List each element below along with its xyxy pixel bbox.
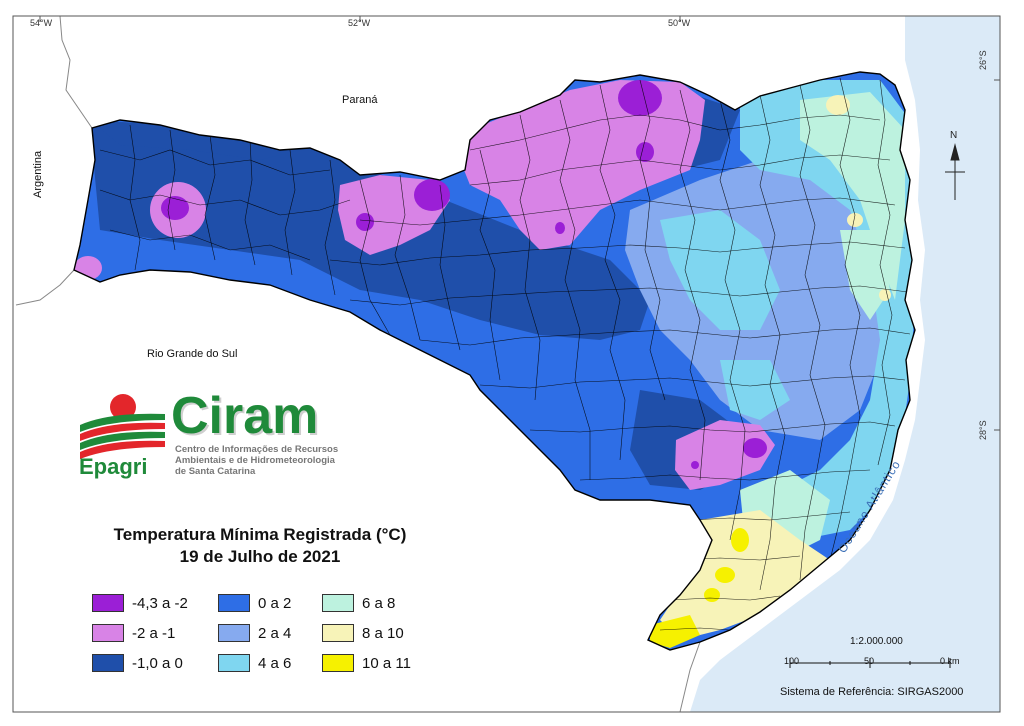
graticule-label-54w: 54°W	[30, 18, 53, 28]
logo-subtitle-line: Centro de Informações de Recursos	[175, 444, 339, 455]
legend-swatch	[92, 624, 124, 642]
legend-swatch	[218, 624, 250, 642]
legend-label: -2 a -1	[132, 624, 176, 642]
scale-bar	[789, 658, 951, 668]
legend-label: 10 a 11	[362, 654, 411, 672]
ciram-logo: Ciram Centro de Informações de Recursos …	[75, 387, 375, 492]
legend-item: 8 a 10	[322, 622, 404, 644]
scale-reference: Sistema de Referência: SIRGAS2000	[780, 686, 964, 698]
state-border-parana	[59, 15, 93, 129]
legend-item: 4 a 6	[218, 652, 291, 674]
label-argentina: Argentina	[32, 150, 44, 198]
map-title: Temperatura Mínima Registrada (°C) 19 de…	[40, 524, 480, 568]
scale-ratio: 1:2.000.000	[850, 636, 903, 647]
scale-tick-label: 0 km	[940, 656, 960, 666]
logo-subtitle-line: Ambientais e de Hidrometeorologia	[175, 455, 335, 466]
graticule-label-52w: 52°W	[348, 18, 371, 28]
santa-catarina-outline	[73, 71, 916, 651]
label-parana: Paraná	[342, 94, 378, 106]
legend-label: -4,3 a -2	[132, 594, 188, 612]
legend-swatch	[322, 624, 354, 642]
legend-label: 6 a 8	[362, 594, 396, 612]
scale-tick-label: 100	[784, 656, 800, 666]
north-arrow-icon	[945, 143, 965, 200]
logo-subtitle-line: de Santa Catarina	[175, 466, 256, 477]
logo-subtitle: Centro de Informações de Recursos Ambien…	[175, 444, 375, 477]
legend-item: 10 a 11	[322, 652, 411, 674]
legend-label: 4 a 6	[258, 654, 292, 672]
legend-label: -1,0 a 0	[132, 654, 183, 672]
north-label: N	[950, 130, 958, 141]
state-border-argentina	[15, 269, 75, 306]
logo-wordmark: Ciram	[171, 387, 319, 445]
legend-item: -1,0 a 0	[92, 652, 183, 674]
map-title-line1: Temperatura Mínima Registrada (°C)	[113, 525, 407, 544]
logo-brand: Epagri	[79, 454, 148, 479]
legend-item: 2 a 4	[218, 622, 291, 644]
legend-swatch	[322, 594, 354, 612]
legend-item: 0 a 2	[218, 592, 291, 614]
map-title-line2: 19 de Julho de 2021	[179, 547, 341, 566]
legend-label: 2 a 4	[258, 624, 292, 642]
legend-swatch	[322, 654, 354, 672]
legend-item: 6 a 8	[322, 592, 395, 614]
label-rio-grande-do-sul: Rio Grande do Sul	[147, 348, 238, 360]
legend-item: -2 a -1	[92, 622, 175, 644]
map-neatline	[12, 15, 1001, 713]
scale: 1:2.000.000 100 50 0 km Sistema de Refer…	[780, 636, 970, 706]
ocean	[690, 16, 1000, 712]
legend-swatch	[92, 594, 124, 612]
legend-item: -4,3 a -2	[92, 592, 188, 614]
epagri-logo-icon	[80, 394, 165, 459]
graticule-label-50w: 50°W	[668, 18, 691, 28]
legend-swatch	[92, 654, 124, 672]
graticule-label-26s: 26°S	[978, 50, 988, 70]
legend-swatch	[218, 594, 250, 612]
state-border-rs	[679, 641, 701, 713]
legend-label: 8 a 10	[362, 624, 404, 642]
scale-tick-label: 50	[864, 656, 875, 666]
graticule-label-28s: 28°S	[978, 420, 988, 440]
legend-label: 0 a 2	[258, 594, 292, 612]
legend-swatch	[218, 654, 250, 672]
